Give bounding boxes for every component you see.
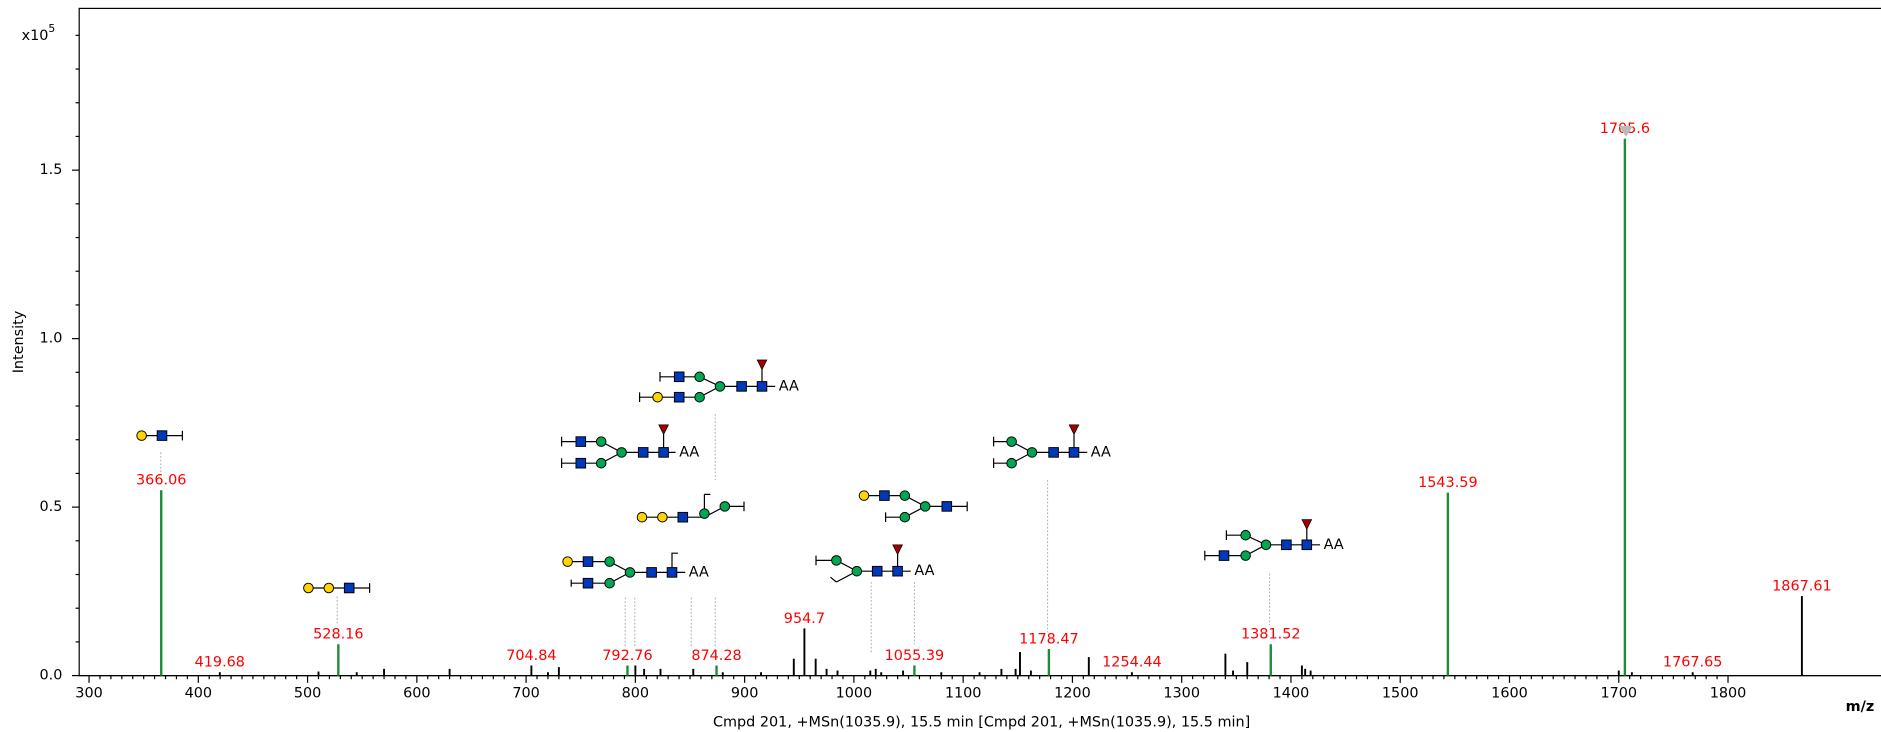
y-tick-label: 1.0	[40, 331, 63, 347]
x-tick-label: 400	[185, 686, 212, 702]
x-tick-label: 300	[75, 686, 102, 702]
peak-label: 1254.44	[1102, 655, 1162, 671]
x-tick-label: 800	[622, 686, 649, 702]
x-tick-label: 1300	[1163, 686, 1200, 702]
plot-frame	[78, 7, 1881, 677]
y-axis-label: Intensity	[11, 310, 27, 373]
peak-label: 704.84	[506, 648, 556, 664]
glycan-end-label: AA	[1324, 537, 1344, 553]
x-tick-label: 1000	[836, 686, 873, 702]
glycan-end-labels: AA AA AA AA AA AA	[679, 378, 1344, 580]
x-tick-label: 1400	[1273, 686, 1310, 702]
peak-label: 419.68	[195, 655, 245, 671]
x-tick-label: 900	[731, 686, 758, 702]
glycan-end-label: AA	[1091, 444, 1111, 460]
peak-label: 1543.59	[1418, 475, 1478, 491]
peak-label: 874.28	[691, 648, 741, 664]
x-tick-label: 1200	[1054, 686, 1091, 702]
x-tick-label: 1600	[1491, 686, 1528, 702]
y-tick-label: 1.5	[40, 162, 63, 178]
peak-series: 366.06 528.16 792.76 874.28 1055.39 1178.47 13…	[136, 121, 1650, 676]
glycan-end-label: AA	[779, 378, 799, 394]
glycan-end-label: AA	[914, 563, 934, 579]
peak-label: 528.16	[313, 627, 363, 643]
x-tick-label: 1500	[1382, 686, 1419, 702]
y-tick-label: 0.5	[40, 499, 63, 515]
peak-label: 1381.52	[1241, 627, 1301, 643]
glycan-end-label: AA	[679, 444, 699, 460]
peak-label: 954.7	[784, 611, 825, 627]
x-tick-label: 1700	[1600, 686, 1637, 702]
annotation-lines	[160, 414, 1271, 654]
x-tick-label: 1800	[1710, 686, 1747, 702]
peak-label: 1867.61	[1772, 578, 1832, 594]
peak-label: 1178.47	[1019, 631, 1079, 647]
peak-label: 1767.65	[1663, 655, 1723, 671]
peak-marker	[1618, 126, 1634, 137]
glycan-end-label: AA	[689, 564, 709, 580]
peak-label: 1055.39	[885, 648, 945, 664]
x-tick-label: 500	[294, 686, 321, 702]
x-tick-label: 1100	[945, 686, 982, 702]
peak-label: 366.06	[136, 473, 186, 489]
y-multiplier: x105	[22, 22, 56, 44]
peak-series: 419.68 704.84 954.7 1254.44 1767.65 1867.61	[195, 578, 1832, 676]
caption: Cmpd 201, +MSn(1035.9), 15.5 min [Cmpd 2…	[713, 714, 1250, 730]
glycan-icons	[136, 359, 1320, 594]
x-tick-label: 600	[403, 686, 430, 702]
y-tick-label: 0.0	[40, 668, 63, 684]
x-axis-label: m/z	[1846, 699, 1875, 715]
peak-label: 792.76	[602, 648, 652, 664]
peak-series	[317, 652, 1633, 676]
x-tick-label: 700	[512, 686, 539, 702]
